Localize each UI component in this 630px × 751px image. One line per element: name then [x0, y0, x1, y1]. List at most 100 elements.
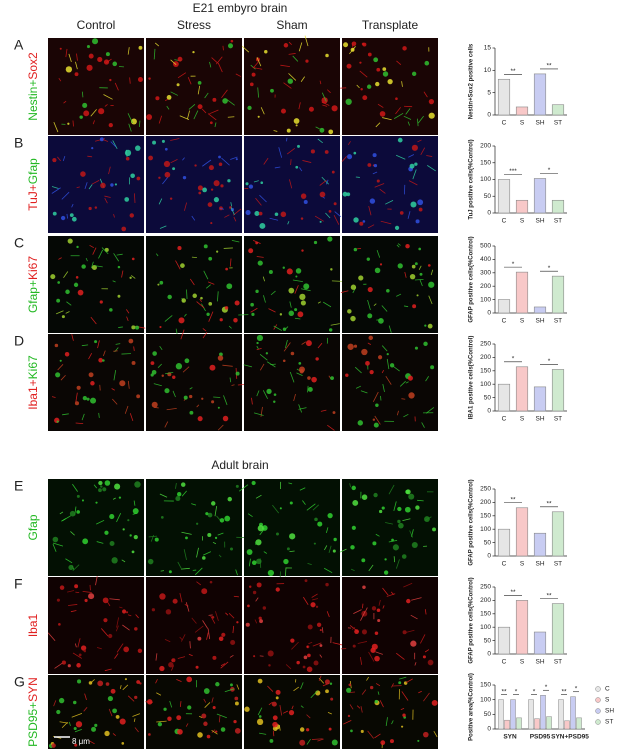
cell [317, 521, 323, 527]
cell [372, 541, 377, 546]
cell [288, 287, 295, 294]
cell [366, 84, 372, 89]
process [57, 364, 64, 371]
process [259, 363, 265, 371]
process [232, 625, 235, 634]
process [194, 567, 203, 576]
process [402, 518, 411, 521]
cell [376, 608, 381, 613]
bar [515, 271, 529, 314]
micrograph [146, 136, 242, 233]
cell [104, 730, 110, 737]
cell [410, 201, 417, 208]
process [272, 730, 275, 737]
process [104, 104, 108, 107]
process [135, 614, 139, 619]
cell [424, 324, 427, 327]
y-tick-label: 0 [487, 408, 491, 415]
process [292, 279, 303, 282]
cell [391, 538, 394, 542]
y-axis-label: GFAP positive cells(%Control) [469, 236, 475, 322]
cell [159, 665, 165, 672]
process [351, 626, 356, 630]
cell [414, 262, 418, 266]
cell [300, 217, 304, 220]
bar [510, 699, 516, 730]
process [333, 214, 340, 225]
significance-label: * [575, 685, 578, 692]
significance-label: * [533, 688, 536, 695]
process [191, 256, 197, 259]
process [308, 641, 313, 645]
process [127, 47, 130, 55]
cell [135, 325, 140, 330]
process [119, 606, 123, 609]
cell [130, 173, 135, 179]
row-label: Gfap [26, 514, 40, 540]
process [417, 115, 424, 124]
process [166, 105, 170, 110]
process [421, 422, 425, 428]
process [88, 184, 93, 190]
process [208, 311, 214, 322]
row-label: PSD95+SYN [26, 677, 40, 747]
x-tick-label: ST [554, 561, 562, 568]
process [375, 533, 380, 537]
process [272, 504, 280, 514]
row-label-part: Gfap [26, 287, 40, 313]
cell [270, 88, 274, 93]
cell [370, 647, 376, 653]
process [317, 342, 323, 349]
cell [411, 542, 418, 549]
process [112, 280, 116, 283]
process [289, 550, 295, 553]
process [214, 122, 217, 128]
cell [257, 260, 263, 266]
cell [408, 392, 415, 399]
process [216, 56, 223, 65]
scale-bar-label: 8 μm [72, 737, 90, 746]
cell [224, 515, 231, 522]
cell [167, 294, 172, 300]
cell [75, 721, 83, 728]
cell [324, 150, 329, 154]
cell [220, 727, 226, 732]
row-label: Gfap+Ki67 [26, 256, 40, 313]
cell [58, 623, 61, 626]
process [179, 593, 183, 603]
bar [515, 366, 529, 412]
cell [185, 536, 188, 540]
process [400, 708, 405, 710]
process [300, 705, 304, 708]
bar [564, 720, 570, 730]
process [101, 247, 109, 255]
cell [250, 302, 254, 307]
row-label-part: + [26, 379, 40, 386]
process [412, 169, 417, 180]
cell [415, 219, 420, 224]
process [71, 203, 74, 208]
cell [412, 304, 417, 309]
cell [275, 587, 280, 592]
process [396, 559, 400, 569]
process [209, 61, 212, 68]
process [377, 691, 380, 695]
process [185, 602, 190, 612]
cell [74, 584, 79, 589]
process [321, 101, 330, 106]
cell [255, 289, 259, 294]
process [165, 371, 174, 375]
cell [304, 579, 308, 583]
process [355, 385, 362, 389]
cell [105, 52, 110, 57]
process [349, 691, 356, 693]
cell [310, 149, 315, 154]
bar [533, 178, 547, 214]
process [356, 84, 360, 89]
process [51, 396, 56, 398]
process [405, 108, 411, 115]
cell [183, 395, 188, 400]
process [129, 77, 131, 84]
process [317, 301, 321, 304]
row-label-part: PSD95 [26, 709, 40, 747]
